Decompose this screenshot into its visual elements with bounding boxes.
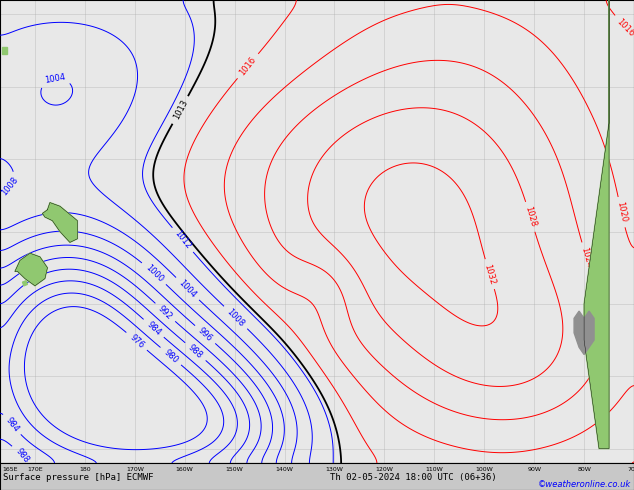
Text: Surface pressure [hPa] ECMWF: Surface pressure [hPa] ECMWF xyxy=(3,473,153,482)
Text: 100W: 100W xyxy=(476,467,493,472)
Text: 120W: 120W xyxy=(375,467,393,472)
Text: 1000: 1000 xyxy=(143,263,165,284)
Text: 165E: 165E xyxy=(3,467,18,472)
Text: 984: 984 xyxy=(4,416,20,433)
Text: 170W: 170W xyxy=(126,467,144,472)
Text: 1032: 1032 xyxy=(482,263,497,286)
Text: 1008: 1008 xyxy=(225,307,246,328)
Text: 90W: 90W xyxy=(527,467,541,472)
Text: 1012: 1012 xyxy=(172,229,193,251)
Text: 1016: 1016 xyxy=(614,17,634,39)
Polygon shape xyxy=(22,281,27,286)
Text: 140W: 140W xyxy=(276,467,294,472)
Text: 1004: 1004 xyxy=(177,278,198,299)
Text: 130W: 130W xyxy=(325,467,344,472)
Text: 1024: 1024 xyxy=(579,246,593,269)
Text: 1008: 1008 xyxy=(0,175,20,197)
Text: Th 02-05-2024 18:00 UTC (06+36): Th 02-05-2024 18:00 UTC (06+36) xyxy=(330,473,496,482)
Text: 180: 180 xyxy=(79,467,91,472)
Text: 976: 976 xyxy=(127,333,146,350)
Text: 150W: 150W xyxy=(226,467,243,472)
Text: 1004: 1004 xyxy=(43,73,66,85)
Text: 984: 984 xyxy=(145,319,162,337)
Polygon shape xyxy=(574,311,594,355)
Polygon shape xyxy=(584,0,609,448)
Text: 70W: 70W xyxy=(627,467,634,472)
Text: 1020: 1020 xyxy=(615,201,628,223)
Text: 988: 988 xyxy=(13,446,30,465)
Text: 110W: 110W xyxy=(425,467,443,472)
Text: 160W: 160W xyxy=(176,467,193,472)
Text: 1013: 1013 xyxy=(171,98,189,122)
Text: 80W: 80W xyxy=(577,467,591,472)
Text: 170E: 170E xyxy=(27,467,42,472)
Text: 1016: 1016 xyxy=(238,55,258,77)
Polygon shape xyxy=(3,47,8,54)
Polygon shape xyxy=(42,202,77,243)
Text: 992: 992 xyxy=(157,304,174,321)
Text: ©weatheronline.co.uk: ©weatheronline.co.uk xyxy=(538,480,631,489)
Polygon shape xyxy=(15,253,48,286)
Text: 1028: 1028 xyxy=(523,205,538,228)
Text: 996: 996 xyxy=(197,326,214,343)
Text: 988: 988 xyxy=(186,343,204,360)
Text: 980: 980 xyxy=(162,347,179,365)
